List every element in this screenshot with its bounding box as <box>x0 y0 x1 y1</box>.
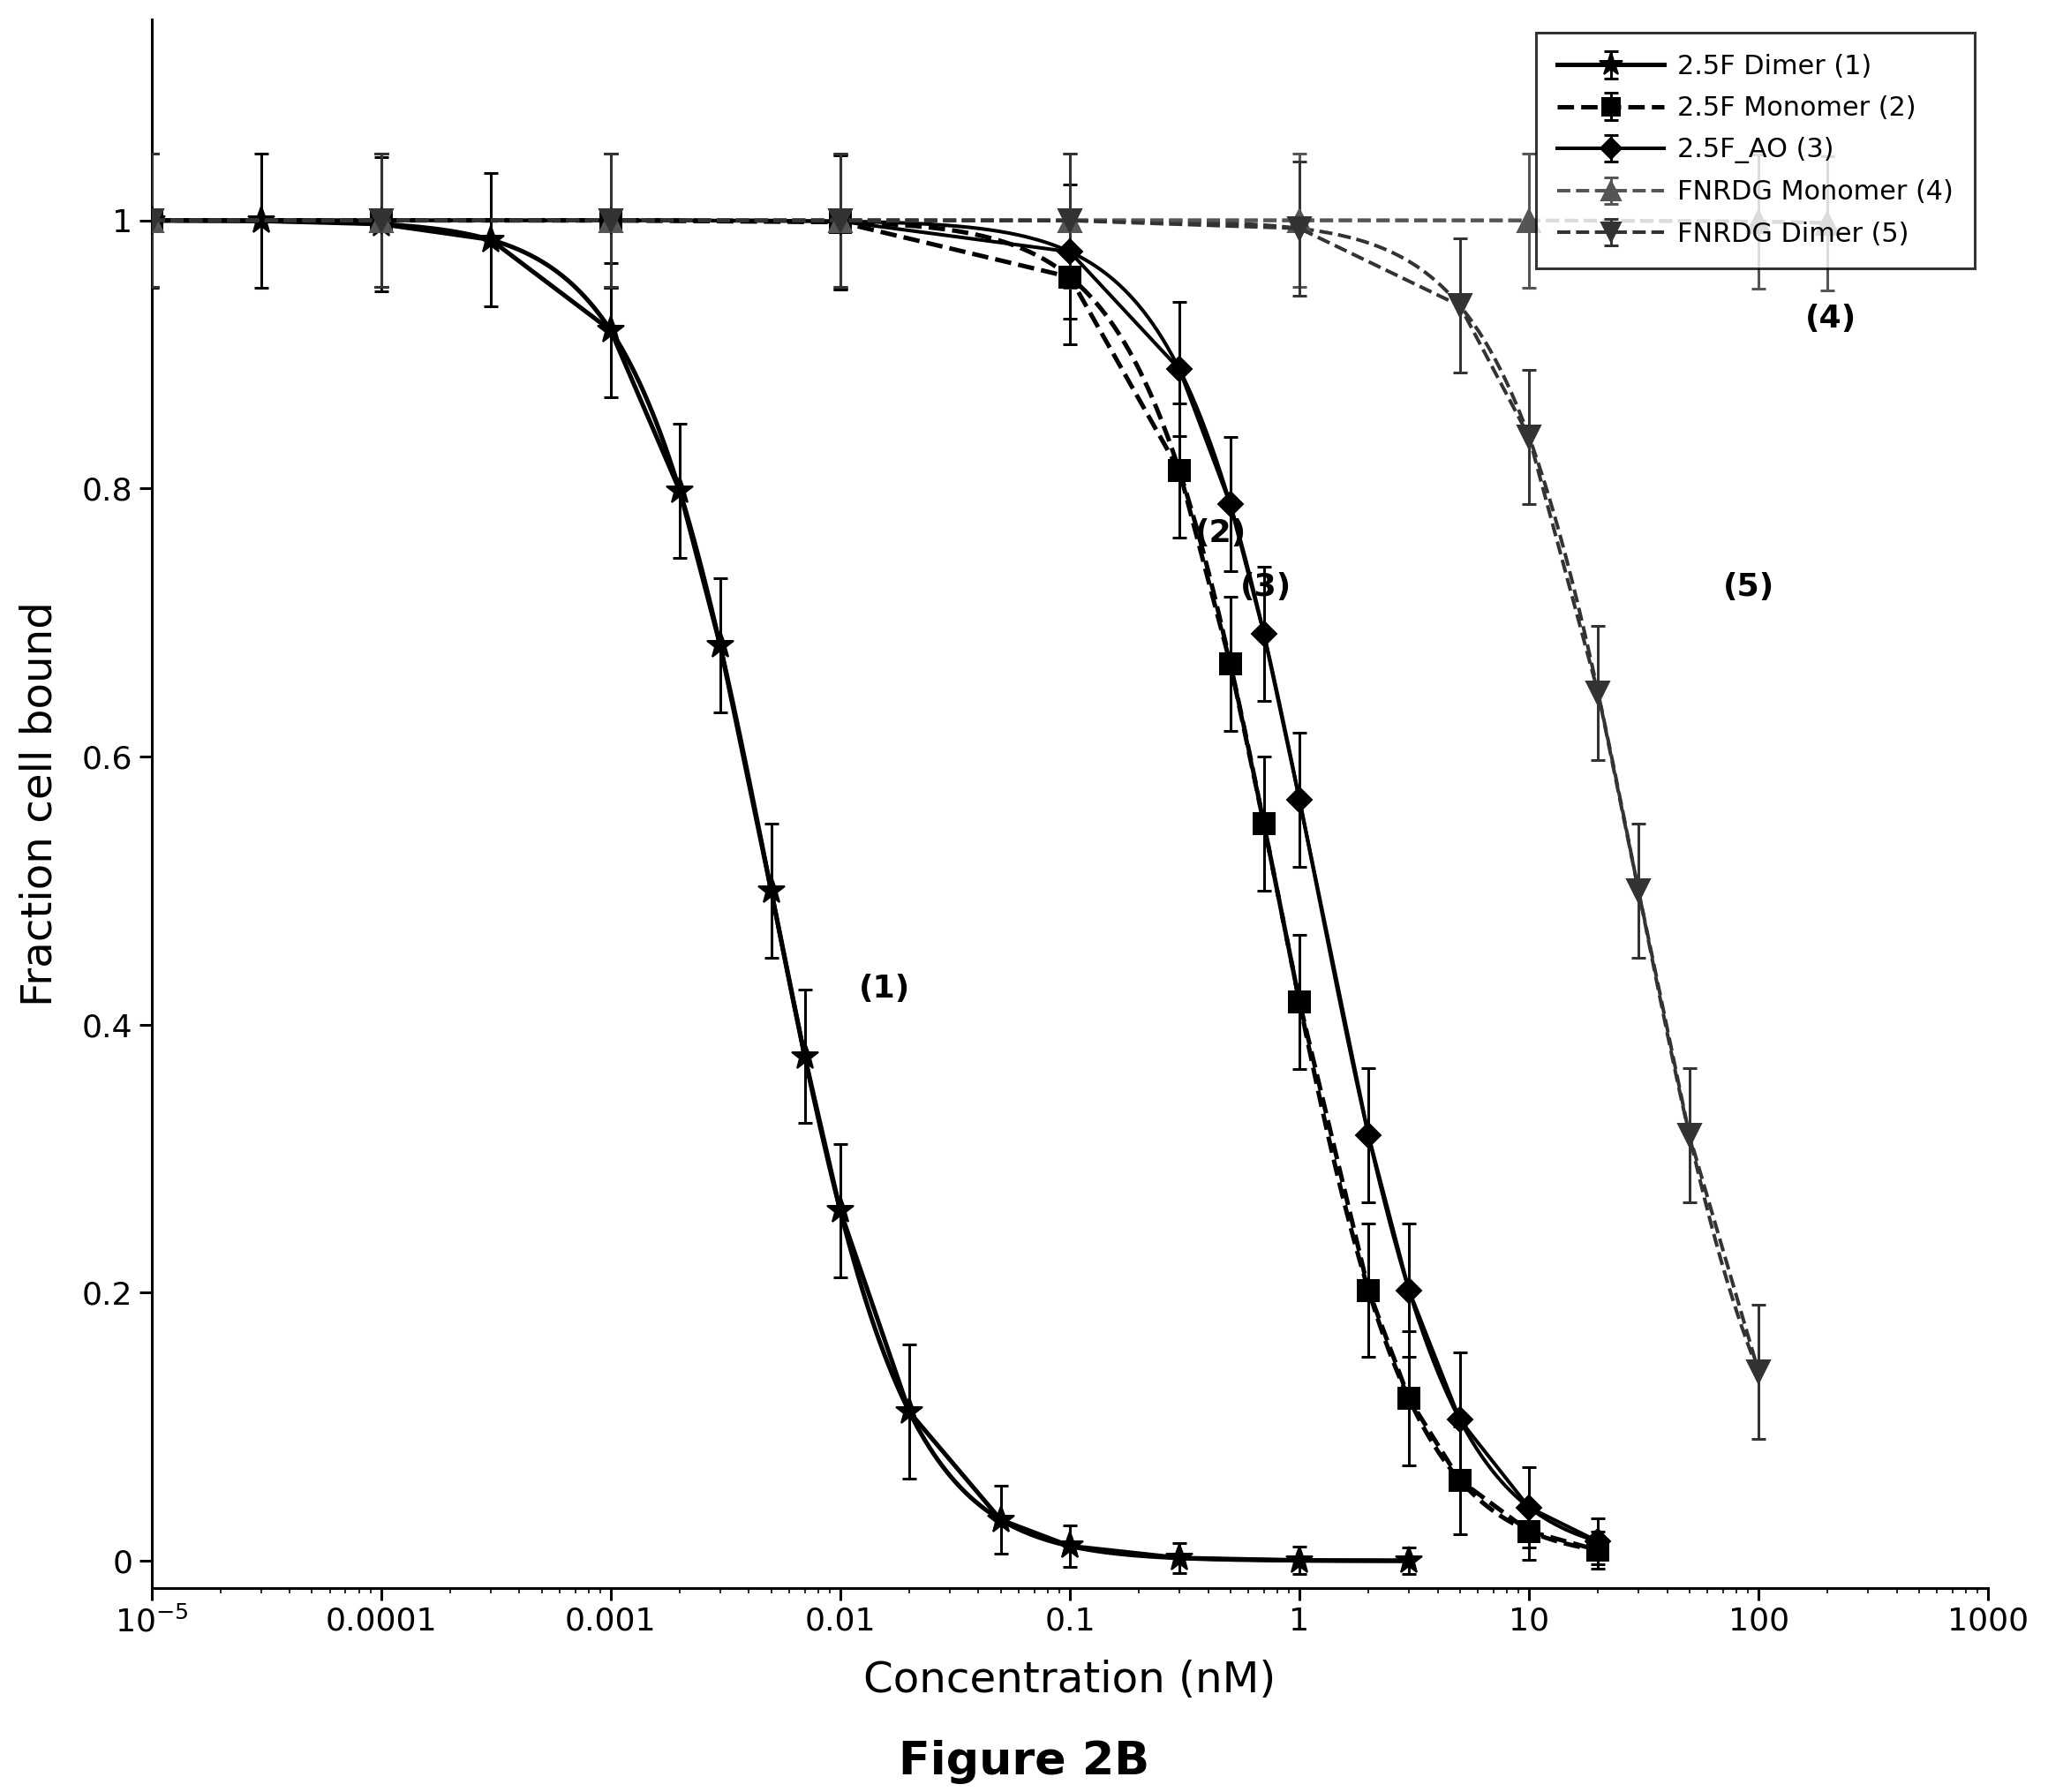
Text: (3): (3) <box>1239 572 1290 602</box>
Text: (2): (2) <box>1194 518 1245 548</box>
X-axis label: Concentration (nM): Concentration (nM) <box>864 1659 1276 1701</box>
Y-axis label: Fraction cell bound: Fraction cell bound <box>18 600 61 1005</box>
Text: (1): (1) <box>858 975 909 1004</box>
Text: Figure 2B: Figure 2B <box>899 1740 1149 1783</box>
Text: (4): (4) <box>1806 303 1858 333</box>
Text: (5): (5) <box>1722 572 1774 602</box>
Legend: 2.5F Dimer (1), 2.5F Monomer (2), 2.5F_AO (3), FNRDG Monomer (4), FNRDG Dimer (5: 2.5F Dimer (1), 2.5F Monomer (2), 2.5F_A… <box>1536 32 1974 269</box>
